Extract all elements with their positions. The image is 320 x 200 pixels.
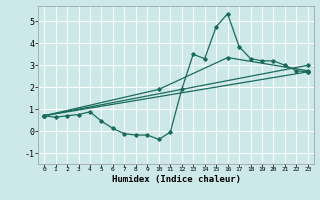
- X-axis label: Humidex (Indice chaleur): Humidex (Indice chaleur): [111, 175, 241, 184]
